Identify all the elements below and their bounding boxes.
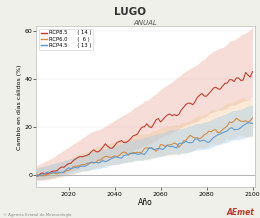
Text: AEmet: AEmet bbox=[227, 208, 255, 217]
Text: © Agencia Estatal de Meteorología: © Agencia Estatal de Meteorología bbox=[3, 213, 71, 217]
Y-axis label: Cambio en días cálidos (%): Cambio en días cálidos (%) bbox=[16, 64, 22, 150]
Text: LUGO: LUGO bbox=[114, 7, 146, 17]
Title: ANUAL: ANUAL bbox=[134, 20, 158, 26]
X-axis label: Año: Año bbox=[138, 198, 153, 207]
Legend: RCP8.5      ( 14 ), RCP6.0      (  6 ), RCP4.5      ( 13 ): RCP8.5 ( 14 ), RCP6.0 ( 6 ), RCP4.5 ( 13… bbox=[39, 29, 93, 50]
